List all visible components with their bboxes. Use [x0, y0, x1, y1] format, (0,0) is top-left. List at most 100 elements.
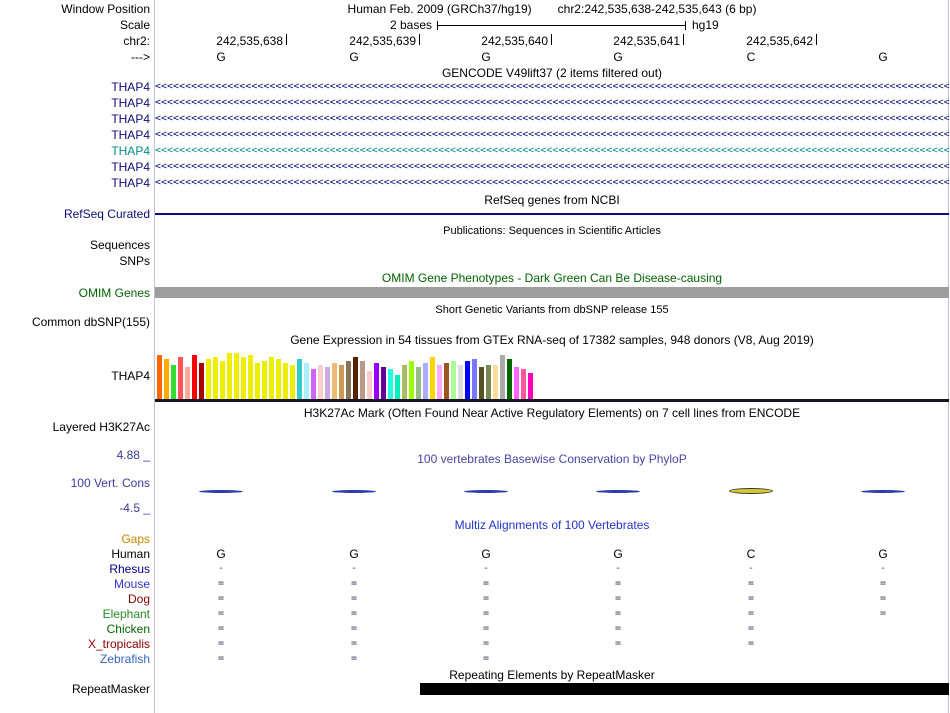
- gene-label[interactable]: THAP4: [111, 176, 150, 190]
- alignment-mark[interactable]: =: [350, 608, 358, 619]
- repeatmasker-header[interactable]: Repeating Elements by RepeatMasker: [449, 668, 655, 682]
- gene-label[interactable]: THAP4: [111, 160, 150, 174]
- gtex-bar[interactable]: [430, 357, 435, 399]
- omim-header[interactable]: OMIM Gene Phenotypes - Dark Green Can Be…: [381, 271, 723, 285]
- repeatmasker-track-label[interactable]: RepeatMasker: [71, 682, 150, 696]
- gene-transcript-line[interactable]: <<<<<<<<<<<<<<<<<<<<<<<<<<<<<<<<<<<<<<<<…: [155, 97, 949, 108]
- alignment-mark[interactable]: -: [879, 563, 887, 574]
- publications-sequences-label[interactable]: Sequences: [89, 238, 150, 252]
- alignment-mark[interactable]: =: [482, 608, 490, 619]
- gtex-bar[interactable]: [395, 375, 400, 399]
- alignment-mark[interactable]: =: [614, 638, 622, 649]
- gtex-bar[interactable]: [276, 359, 281, 399]
- gtex-bar[interactable]: [290, 365, 295, 399]
- alignment-mark[interactable]: =: [350, 578, 358, 589]
- alignment-mark[interactable]: -: [482, 563, 490, 574]
- alignment-mark[interactable]: -: [350, 563, 358, 574]
- alignment-mark[interactable]: =: [747, 593, 755, 604]
- gtex-header[interactable]: Gene Expression in 54 tissues from GTEx …: [290, 333, 814, 347]
- gtex-bar[interactable]: [178, 357, 183, 399]
- gtex-bar[interactable]: [472, 359, 477, 399]
- gtex-bar[interactable]: [367, 371, 372, 399]
- species-label[interactable]: Rhesus: [109, 562, 150, 576]
- gene-label[interactable]: THAP4: [111, 96, 150, 110]
- gene-transcript-line[interactable]: <<<<<<<<<<<<<<<<<<<<<<<<<<<<<<<<<<<<<<<<…: [155, 145, 949, 156]
- phylop-header[interactable]: 100 vertebrates Basewise Conservation by…: [417, 452, 687, 466]
- publications-snps-label[interactable]: SNPs: [119, 254, 150, 268]
- gtex-bar[interactable]: [353, 357, 358, 399]
- refseq-header[interactable]: RefSeq genes from NCBI: [484, 193, 620, 207]
- gtex-bar[interactable]: [206, 359, 211, 399]
- species-label[interactable]: Dog: [127, 592, 150, 606]
- omim-genes-bar[interactable]: [155, 287, 949, 298]
- gtex-bar[interactable]: [164, 359, 169, 399]
- gtex-bar[interactable]: [248, 355, 253, 399]
- gtex-bar[interactable]: [521, 369, 526, 399]
- publications-header[interactable]: Publications: Sequences in Scientific Ar…: [443, 225, 661, 237]
- gtex-bar[interactable]: [199, 363, 204, 399]
- gtex-bar[interactable]: [465, 361, 470, 399]
- gtex-track-label[interactable]: THAP4: [111, 369, 150, 383]
- alignment-mark[interactable]: =: [350, 653, 358, 664]
- gtex-bar[interactable]: [444, 363, 449, 399]
- gtex-bar[interactable]: [234, 353, 239, 399]
- alignment-mark[interactable]: =: [217, 623, 225, 634]
- gtex-bar[interactable]: [241, 357, 246, 399]
- gtex-bar[interactable]: [346, 361, 351, 399]
- conservation-mark[interactable]: [729, 488, 773, 494]
- gene-label[interactable]: THAP4: [111, 144, 150, 158]
- gene-transcript-line[interactable]: <<<<<<<<<<<<<<<<<<<<<<<<<<<<<<<<<<<<<<<<…: [155, 129, 949, 140]
- species-label[interactable]: Human: [111, 547, 150, 561]
- gtex-bar[interactable]: [437, 365, 442, 399]
- gtex-bar[interactable]: [402, 365, 407, 399]
- h3k27ac-header[interactable]: H3K27Ac Mark (Often Found Near Active Re…: [303, 406, 801, 420]
- gtex-bar[interactable]: [409, 361, 414, 399]
- alignment-mark[interactable]: =: [482, 593, 490, 604]
- gtex-bar[interactable]: [185, 367, 190, 399]
- refseq-curated-label[interactable]: RefSeq Curated: [63, 207, 150, 221]
- alignment-mark[interactable]: =: [614, 608, 622, 619]
- gtex-bar[interactable]: [227, 353, 232, 399]
- gtex-bar[interactable]: [388, 369, 393, 399]
- gene-label[interactable]: THAP4: [111, 128, 150, 142]
- gtex-bar[interactable]: [514, 367, 519, 399]
- gtex-bar[interactable]: [528, 373, 533, 399]
- conservation-mark[interactable]: [464, 489, 508, 493]
- gtex-bar[interactable]: [493, 365, 498, 399]
- gene-label[interactable]: THAP4: [111, 80, 150, 94]
- gene-label[interactable]: THAP4: [111, 112, 150, 126]
- species-label[interactable]: Zebrafish: [99, 652, 150, 666]
- conservation-mark[interactable]: [596, 489, 640, 493]
- gtex-bar[interactable]: [220, 361, 225, 399]
- dbsnp-track-label[interactable]: Common dbSNP(155): [31, 315, 150, 329]
- conservation-track-label[interactable]: 100 Vert. Cons: [70, 476, 150, 490]
- gene-transcript-line[interactable]: <<<<<<<<<<<<<<<<<<<<<<<<<<<<<<<<<<<<<<<<…: [155, 161, 949, 172]
- gtex-bar[interactable]: [269, 357, 274, 399]
- alignment-mark[interactable]: -: [747, 563, 755, 574]
- gtex-bar[interactable]: [325, 367, 330, 399]
- gtex-bar[interactable]: [157, 355, 162, 399]
- dbsnp-header[interactable]: Short Genetic Variants from dbSNP releas…: [435, 304, 669, 316]
- gtex-bar[interactable]: [262, 361, 267, 399]
- gtex-bar[interactable]: [332, 363, 337, 399]
- alignment-mark[interactable]: =: [217, 578, 225, 589]
- alignment-mark[interactable]: =: [879, 578, 887, 589]
- alignment-mark[interactable]: =: [217, 653, 225, 664]
- gtex-bar[interactable]: [451, 361, 456, 399]
- omim-genes-label[interactable]: OMIM Genes: [78, 286, 150, 300]
- gtex-bar[interactable]: [458, 365, 463, 399]
- conservation-mark[interactable]: [199, 489, 243, 493]
- gtex-bar[interactable]: [192, 355, 197, 399]
- alignment-mark[interactable]: =: [217, 638, 225, 649]
- alignment-mark[interactable]: =: [614, 578, 622, 589]
- conservation-mark[interactable]: [332, 489, 376, 493]
- refseq-curated-gene-line[interactable]: [155, 213, 949, 215]
- gtex-bar[interactable]: [374, 363, 379, 399]
- species-label[interactable]: Chicken: [106, 622, 150, 636]
- gencode-header[interactable]: GENCODE V49lift37 (2 items filtered out): [441, 66, 663, 80]
- gene-transcript-line[interactable]: <<<<<<<<<<<<<<<<<<<<<<<<<<<<<<<<<<<<<<<<…: [155, 81, 949, 92]
- alignment-mark[interactable]: =: [747, 638, 755, 649]
- gtex-bar[interactable]: [500, 355, 505, 399]
- alignment-mark[interactable]: =: [482, 578, 490, 589]
- gtex-bar[interactable]: [381, 367, 386, 399]
